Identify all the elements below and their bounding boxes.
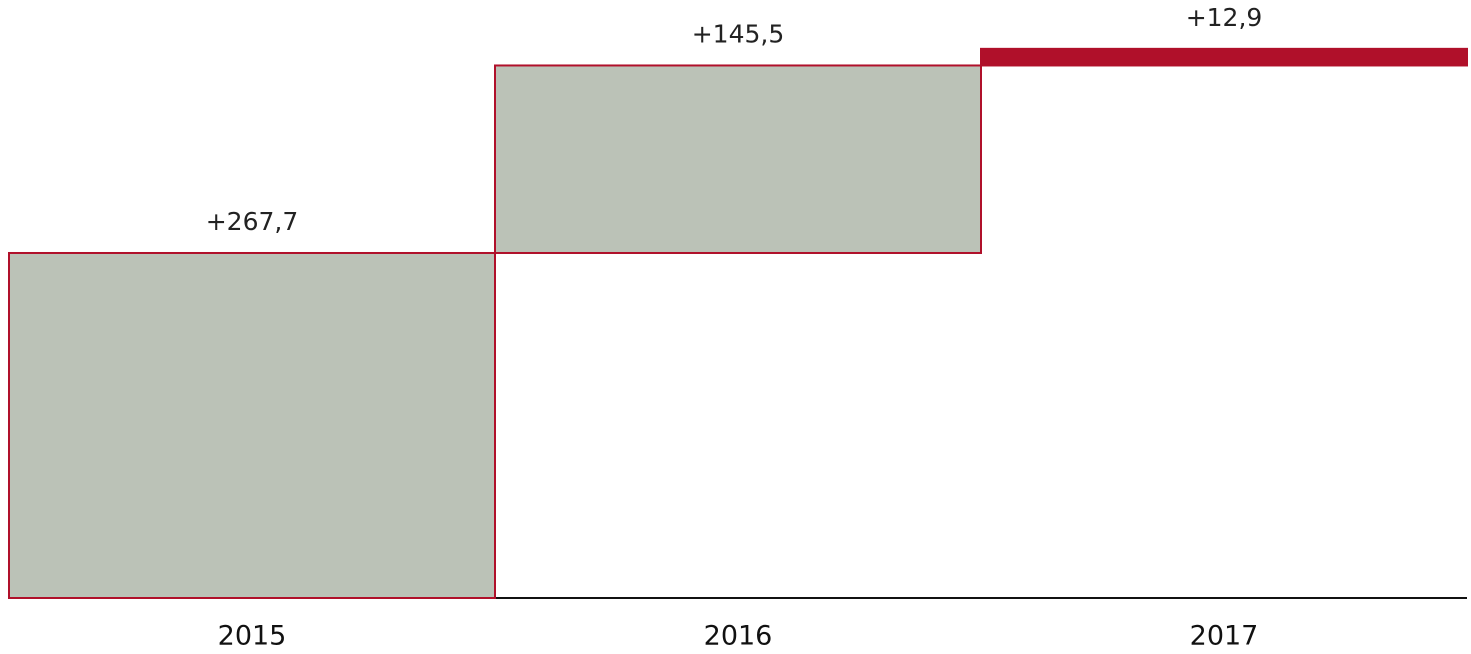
bar (494, 64, 982, 254)
x-tick-label: 2016 (704, 621, 773, 652)
x-tick-label: 2015 (218, 621, 287, 652)
bar (980, 47, 1468, 67)
value-label: +267,7 (206, 207, 299, 236)
value-label: +145,5 (692, 19, 785, 48)
x-tick-label: 2017 (1190, 621, 1259, 652)
value-label: +12,9 (1186, 3, 1263, 32)
bar (8, 251, 496, 599)
